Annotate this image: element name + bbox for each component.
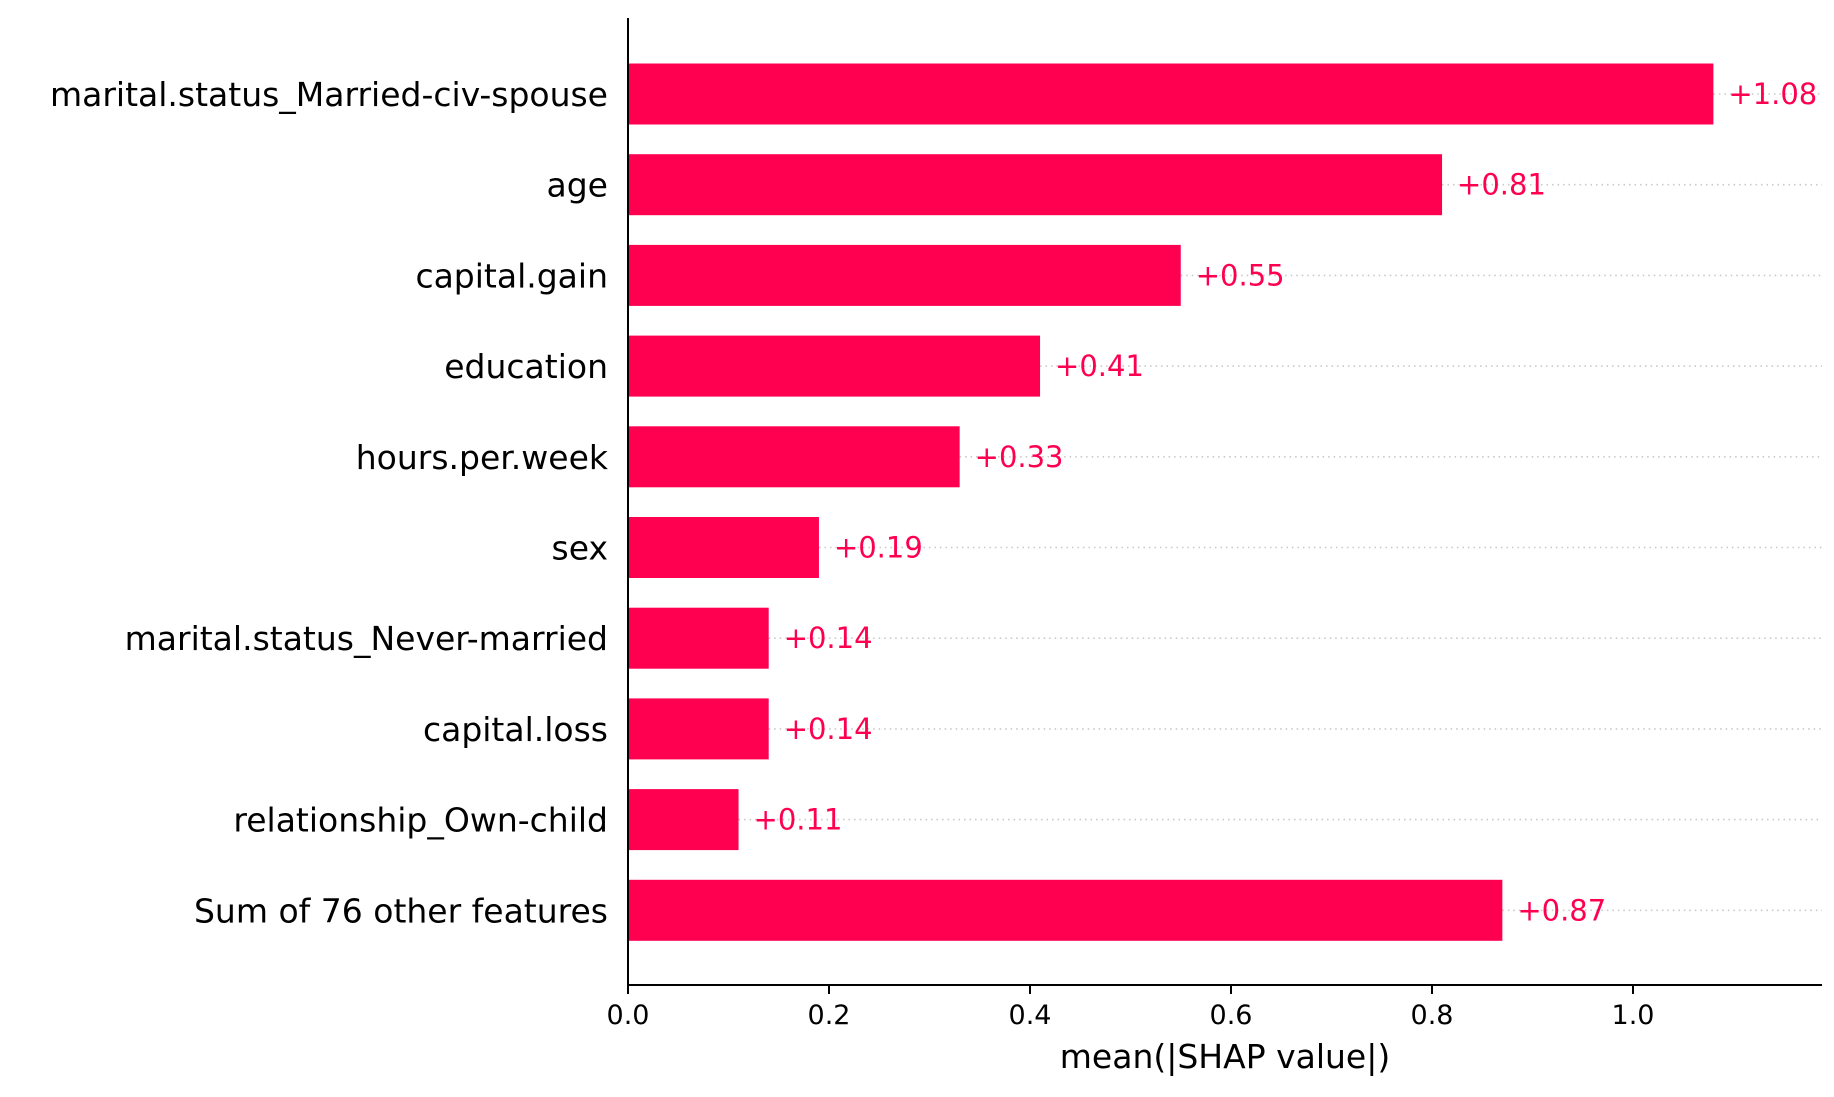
x-tick-label: 0.0: [607, 1000, 650, 1031]
x-tick-label: 1.0: [1612, 1000, 1655, 1031]
x-ticks: 0.0 0.2 0.4 0.6 0.8 1.0: [607, 985, 1655, 1031]
bar: [628, 244, 1181, 306]
category-label: relationship_Own-child: [233, 801, 608, 840]
category-label: Sum of 76 other features: [194, 891, 608, 930]
x-tick-label: 0.4: [1009, 1000, 1052, 1031]
category-label: capital.gain: [415, 256, 608, 295]
value-label: +0.11: [754, 803, 843, 837]
bar: [628, 63, 1714, 125]
value-label: +0.14: [784, 712, 873, 746]
x-tick-label: 0.2: [808, 1000, 851, 1031]
value-label: +0.19: [834, 531, 923, 565]
value-label: +0.14: [784, 621, 873, 655]
bar: [628, 698, 769, 760]
value-label: +0.41: [1055, 349, 1144, 383]
value-label: +1.08: [1728, 77, 1817, 111]
axes: [627, 18, 1822, 986]
value-label: +0.55: [1196, 258, 1285, 292]
value-label: +0.87: [1517, 893, 1606, 927]
category-label: hours.per.week: [356, 438, 609, 477]
x-tick-label: 0.6: [1210, 1000, 1253, 1031]
category-label: sex: [552, 529, 608, 568]
guide-lines: [738, 93, 1822, 912]
x-axis-label: mean(|SHAP value|): [1060, 1037, 1390, 1076]
value-label: +0.33: [975, 440, 1064, 474]
value-labels: +1.08 +0.81 +0.55 +0.41 +0.33 +0.19 +0.14 +0.14…: [754, 77, 1818, 927]
category-label: age: [547, 166, 608, 205]
category-label: education: [444, 347, 608, 386]
category-label: marital.status_Married-civ-spouse: [50, 75, 608, 114]
x-tick-label: 0.8: [1411, 1000, 1454, 1031]
bar: [628, 335, 1041, 397]
value-label: +0.81: [1457, 168, 1546, 202]
category-label: marital.status_Never-married: [125, 619, 608, 658]
bar: [628, 517, 819, 578]
bar: [628, 789, 739, 851]
bar: [628, 426, 960, 488]
bars: [628, 63, 1714, 941]
bar: [628, 607, 769, 669]
bar: [628, 154, 1443, 216]
bar: [628, 879, 1503, 941]
category-label: capital.loss: [423, 710, 608, 749]
